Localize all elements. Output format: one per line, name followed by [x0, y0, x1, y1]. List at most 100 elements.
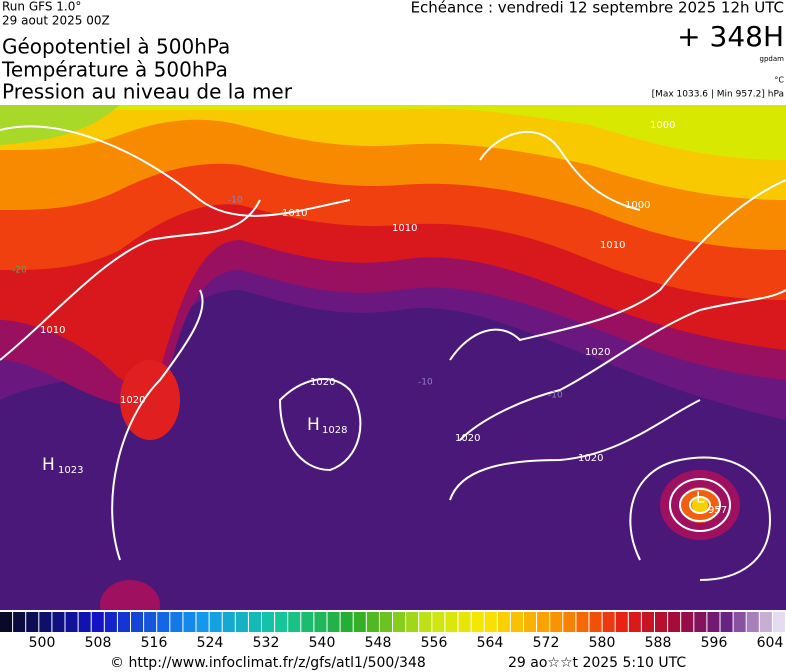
colorbar-swatch — [170, 612, 183, 632]
lead-time: + 348H — [677, 20, 784, 53]
pressure-value: 1023 — [58, 465, 83, 476]
pressure-value: 1028 — [322, 425, 347, 436]
low-marker: L — [696, 489, 705, 507]
colorbar-swatch — [262, 612, 275, 632]
colorbar-swatch — [563, 612, 576, 632]
colorbar-swatch — [497, 612, 510, 632]
colorbar-swatch — [379, 612, 392, 632]
colorbar-swatch — [0, 612, 13, 632]
colorbar-swatch — [641, 612, 654, 632]
colorbar-swatch — [733, 612, 746, 632]
colorbar-label: 532 — [253, 635, 280, 651]
unit: °C — [774, 76, 784, 85]
high-marker: H — [307, 415, 320, 435]
colorbar-swatch — [52, 612, 65, 632]
generated: 29 ao☆☆t 2025 5:10 UTC — [508, 655, 686, 671]
colorbar-swatch — [131, 612, 144, 632]
colorbar-label: 524 — [197, 635, 224, 651]
colorbar-swatch — [327, 612, 340, 632]
title: Pression au niveau de la mer — [2, 80, 293, 104]
colorbar-swatch — [196, 612, 209, 632]
colorbar-label: 588 — [645, 635, 672, 651]
pressure-range: [Max 1033.6 | Min 957.2] hPa — [652, 90, 784, 100]
colorbar-swatch — [445, 612, 458, 632]
temp-label: -10 — [228, 196, 243, 206]
colorbar: 500 508 516 524 532 540 548 556 564 572 580 588 596 6… — [0, 612, 785, 651]
colorbar-swatch — [144, 612, 157, 632]
colorbar-label: 564 — [477, 635, 504, 651]
isobar-label: 1000 — [625, 200, 650, 211]
colorbar-swatch — [746, 612, 759, 632]
pressure-value: 957 — [708, 505, 727, 516]
colorbar-swatch — [589, 612, 602, 632]
colorbar-swatch — [340, 612, 353, 632]
colorbar-swatch — [471, 612, 484, 632]
colorbar-swatch — [720, 612, 733, 632]
isobar-label: 1010 — [392, 223, 417, 234]
title: Température à 500hPa — [1, 58, 228, 82]
colorbar-swatch — [393, 612, 406, 632]
colorbar-swatch — [550, 612, 563, 632]
colorbar-label: 572 — [533, 635, 560, 651]
colorbar-swatch — [26, 612, 39, 632]
colorbar-swatch — [707, 612, 720, 632]
colorbar-swatch — [222, 612, 235, 632]
colorbar-swatch — [78, 612, 91, 632]
colorbar-swatch — [65, 612, 78, 632]
colorbar-swatch — [183, 612, 196, 632]
temp-label: -10 — [548, 391, 563, 401]
colorbar-swatch — [772, 612, 785, 632]
colorbar-swatch — [104, 612, 117, 632]
colorbar-swatch — [668, 612, 681, 632]
colorbar-swatch — [484, 612, 497, 632]
colorbar-label: 500 — [29, 635, 56, 651]
colorbar-swatch — [537, 612, 550, 632]
isobar-label: 1010 — [282, 208, 307, 219]
colorbar-label: 556 — [421, 635, 448, 651]
valid-time: Echéance : vendredi 12 septembre 2025 12… — [411, 0, 784, 17]
colorbar-swatch — [314, 612, 327, 632]
isobar-label: 1020 — [120, 395, 145, 406]
high-marker: H — [42, 455, 55, 475]
colorbar-swatch — [288, 612, 301, 632]
colorbar-label: 508 — [85, 635, 112, 651]
colorbar-label: 540 — [309, 635, 336, 651]
isobar-label: 1010 — [40, 325, 65, 336]
temp-label: -20 — [12, 266, 27, 276]
isobar-label: 1020 — [310, 377, 335, 388]
colorbar-swatch — [235, 612, 248, 632]
colorbar-swatch — [602, 612, 615, 632]
isobar-label: 1020 — [585, 347, 610, 358]
colorbar-swatch — [91, 612, 104, 632]
colorbar-swatch — [759, 612, 772, 632]
title: Géopotentiel à 500hPa — [2, 35, 230, 59]
isobar-label: 1020 — [455, 433, 480, 444]
colorbar-label: 596 — [701, 635, 728, 651]
colorbar-label: 516 — [141, 635, 168, 651]
unit: gpdam — [760, 55, 785, 63]
colorbar-swatch — [681, 612, 694, 632]
colorbar-swatch — [13, 612, 26, 632]
colorbar-swatch — [458, 612, 471, 632]
colorbar-swatch — [209, 612, 222, 632]
map: 1010 1010 1010 1000 1000 1010 1020 1020 … — [0, 105, 786, 610]
colorbar-swatch — [248, 612, 261, 632]
colorbar-swatch — [366, 612, 379, 632]
colorbar-swatch — [432, 612, 445, 632]
colorbar-label: 548 — [365, 635, 392, 651]
colorbar-swatch — [157, 612, 170, 632]
run-date: 29 aout 2025 00Z — [2, 14, 110, 28]
source: © http://www.infoclimat.fr/z/gfs/atl1/50… — [110, 655, 426, 671]
colorbar-swatch — [419, 612, 432, 632]
colorbar-swatch — [39, 612, 52, 632]
colorbar-swatch — [117, 612, 130, 632]
isobar-label: 1010 — [600, 240, 625, 251]
colorbar-swatch — [510, 612, 523, 632]
isobar-label: 1020 — [578, 453, 603, 464]
colorbar-swatch — [353, 612, 366, 632]
colorbar-label: 580 — [589, 635, 616, 651]
run: Run GFS 1.0° — [2, 0, 81, 14]
colorbar-label: 604 — [757, 635, 784, 651]
